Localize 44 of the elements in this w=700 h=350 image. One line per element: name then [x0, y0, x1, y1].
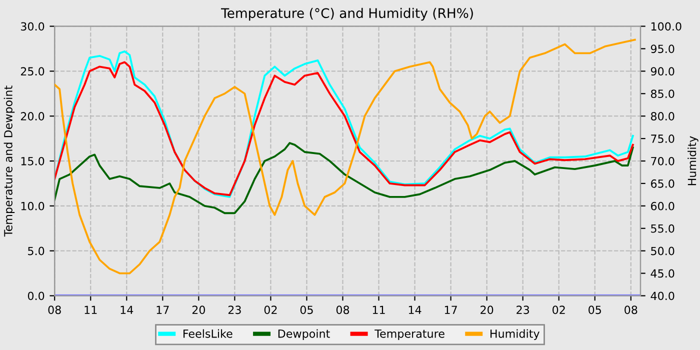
- y-tick-label: 20.0: [20, 112, 44, 120]
- legend-label: Humidity: [490, 329, 540, 340]
- y2-tick-label: 95.0: [650, 44, 674, 54]
- y-tick-label: 30.0: [20, 22, 44, 31]
- y-tick-label: 25.0: [20, 67, 44, 76]
- y2-tick-label: 65.0: [651, 179, 674, 188]
- x-tick-label: 17: [444, 306, 457, 314]
- x-tick-label: 20: [192, 306, 206, 314]
- x-tick-label: 20: [480, 306, 494, 314]
- x-tick-label: 11: [84, 306, 97, 314]
- y2-tick-label: 70.0: [651, 156, 674, 166]
- x-tick-label: 05: [300, 306, 313, 314]
- legend-label: Dewpoint: [278, 329, 330, 340]
- legend-label: Temperature: [374, 330, 444, 340]
- x-tick-label: 08: [624, 306, 638, 314]
- x-tick-label: 23: [228, 306, 241, 314]
- y2-tick-label: 100.0: [651, 22, 682, 31]
- y-tick-label: 10.0: [21, 202, 44, 210]
- y2-tick-label: 45.0: [650, 269, 674, 278]
- x-tick-label: 02: [264, 306, 277, 314]
- x-tick-label: 14: [408, 306, 422, 314]
- y2-tick-label: 50.0: [651, 246, 674, 256]
- x-tick-label: 08: [48, 306, 61, 314]
- y2-tick-label: 75.0: [651, 134, 674, 143]
- y2-tick-label: 60.0: [651, 202, 674, 210]
- x-tick-label: 05: [588, 306, 601, 314]
- y-axis-title: Temperature and Dewpoint: [4, 86, 15, 237]
- y-tick-label: 5.0: [28, 246, 44, 256]
- y-tick-label: 0.0: [28, 292, 44, 300]
- y2-tick-label: 85.0: [650, 90, 674, 98]
- legend-label: FeelsLike: [184, 329, 232, 338]
- x-tick-label: 17: [156, 306, 169, 314]
- y2-tick-label: 55.0: [651, 224, 674, 233]
- chart-title: Temperature (°C) and Humidity (RH%): [221, 8, 473, 21]
- x-tick-label: 11: [372, 306, 385, 314]
- x-tick-label: 02: [552, 306, 565, 314]
- y2-axis-title: Humidity: [688, 136, 698, 186]
- x-tick-label: 08: [336, 306, 350, 314]
- y-tick-label: 15.0: [21, 156, 44, 166]
- x-tick-label: 14: [120, 306, 134, 314]
- y2-tick-label: 40.0: [650, 292, 674, 300]
- y2-tick-label: 90.0: [650, 67, 674, 76]
- y2-tick-label: 80.0: [650, 112, 674, 120]
- x-tick-label: 23: [516, 306, 530, 314]
